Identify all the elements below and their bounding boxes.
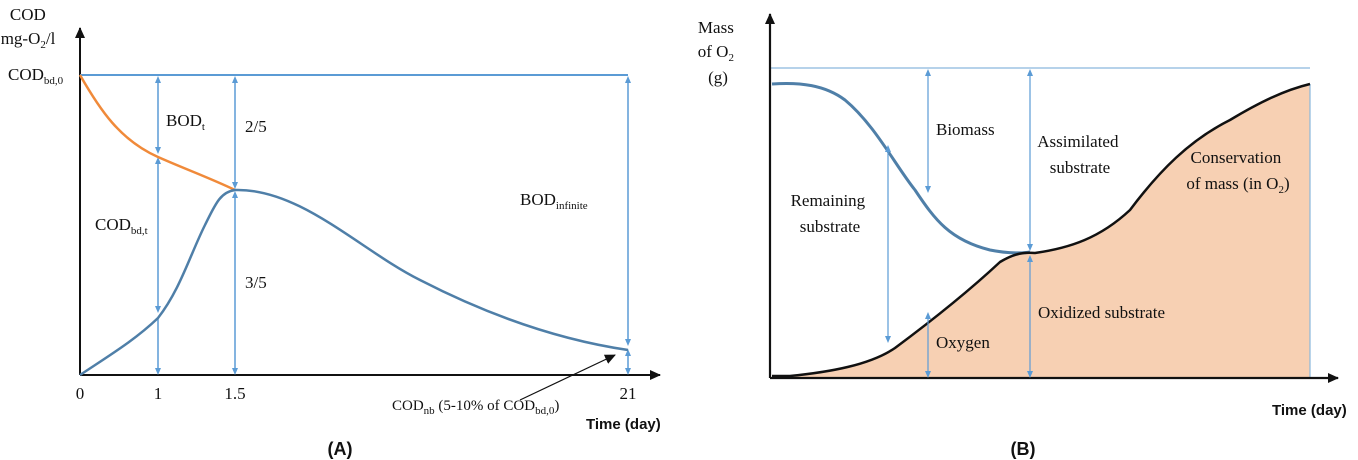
chart-b-remaining-substrate-curve	[771, 81, 1031, 255]
chart-a-label-two-fifths: 2/5	[245, 117, 267, 136]
chart-a-orange-curve	[78, 74, 236, 192]
chart-b-xlabel: Time (day)	[1272, 402, 1347, 419]
chart-a-xlabel: Time (day)	[586, 416, 661, 433]
chart-b-label-conservation: Conservation of mass (in O2)	[1186, 148, 1289, 196]
chart-b-label-oxygen: Oxygen	[936, 333, 990, 352]
chart-b-label-biomass: Biomass	[936, 120, 995, 139]
chart-a-blue-curve	[79, 188, 629, 377]
chart-a-cod-nb-callout	[519, 354, 616, 401]
chart-b-oxygen-area	[770, 84, 1310, 377]
chart-a-ylabel: COD mg-O2/l	[1, 5, 56, 51]
chart-a-ytick-cod-bd0: CODbd,0	[8, 65, 64, 87]
chart-a-xtick-21: 21	[620, 384, 637, 403]
chart-b: Mass of O2 (g) Time (day) Biomass Assimi…	[698, 13, 1347, 459]
chart-a-label-cod-bd-t: CODbd,t	[95, 215, 148, 237]
chart-a-label-cod-nb: CODnb (5-10% of CODbd,0)	[392, 398, 559, 417]
chart-a: COD mg-O2/l CODbd,0 0 1 1.5 21 Time (day…	[1, 5, 661, 459]
chart-a-label-bod-infinite: BODinfinite	[520, 190, 588, 212]
chart-a-xtick-1-5: 1.5	[224, 384, 245, 403]
chart-a-xtick-0: 0	[76, 384, 85, 403]
chart-a-label-bod-t: BODt	[166, 111, 205, 133]
chart-b-label-remaining: Remaining substrate	[791, 191, 870, 236]
chart-b-caption: (B)	[1011, 439, 1036, 459]
chart-a-label-three-fifths: 3/5	[245, 273, 267, 292]
chart-b-label-assimilated: Assimilated substrate	[1037, 132, 1122, 177]
chart-b-label-oxidized: Oxidized substrate	[1038, 303, 1165, 322]
chart-b-oxygen-curve	[772, 82, 1311, 378]
chart-a-caption: (A)	[328, 439, 353, 459]
chart-a-xtick-1: 1	[154, 384, 163, 403]
chart-b-ylabel: Mass of O2 (g)	[698, 18, 738, 87]
